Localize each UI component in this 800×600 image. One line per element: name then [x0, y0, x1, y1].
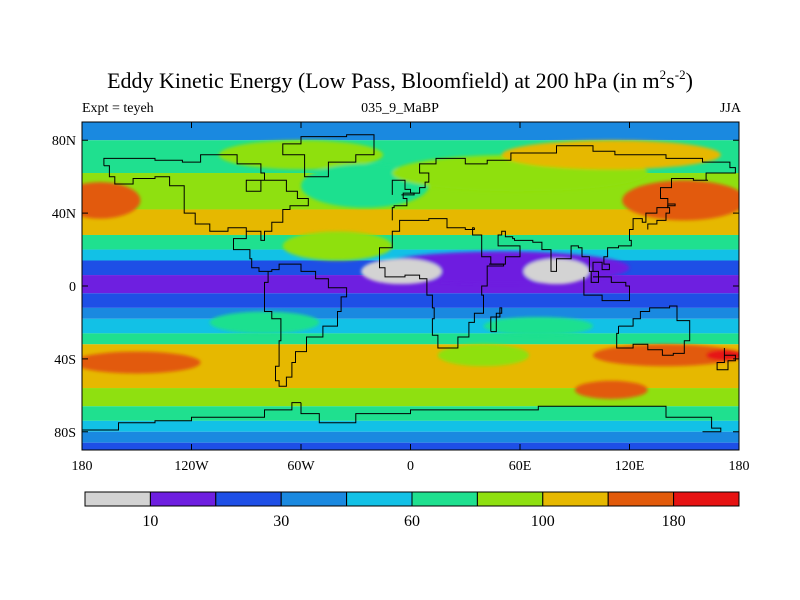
y-axis: 80N 40N 0 40S 80S — [52, 134, 739, 441]
x-tick-label-4: 60E — [509, 459, 532, 474]
eke-band-8 — [82, 293, 739, 308]
colorbar-label-4: 180 — [662, 513, 686, 530]
y-tick-label-3: 40S — [54, 353, 76, 368]
eke-blob-13 — [574, 380, 648, 399]
eke-blob-0 — [82, 182, 141, 219]
eke-blob-16 — [483, 316, 593, 336]
subtitle-center: 035_9_MaBP — [361, 101, 439, 116]
title-unit: s — [666, 68, 675, 93]
x-tick-label-3: 0 — [407, 459, 414, 474]
eke-blob-10 — [82, 351, 201, 374]
eke-blob-14 — [437, 344, 530, 367]
y-tick-label-1: 40N — [52, 207, 76, 222]
eke-band-0 — [82, 122, 739, 141]
colorbar-box-5 — [411, 491, 478, 507]
title-text: Eddy Kinetic Energy (Low Pass, Bloomfiel… — [107, 68, 660, 93]
coastline-12 — [716, 348, 736, 371]
colorbar-box-6 — [476, 491, 544, 507]
x-tick-label-0: 180 — [72, 459, 93, 474]
y-tick-label-4: 80S — [54, 426, 76, 441]
coastlines — [82, 134, 736, 433]
eke-blob-5 — [501, 140, 721, 170]
colorbar-box-3 — [280, 491, 348, 507]
eke-blob-1 — [622, 180, 739, 221]
subtitle-left: Expt = teyeh — [82, 101, 154, 116]
colorbar-box-4 — [346, 491, 413, 507]
title-close: ) — [685, 68, 693, 93]
title-exponent-1: 2 — [659, 67, 667, 82]
coastline-10 — [583, 276, 630, 302]
coastline-0 — [103, 154, 348, 387]
coastline-9 — [647, 203, 676, 230]
colorbar-label-2: 60 — [404, 513, 420, 530]
coastline-1 — [103, 165, 247, 232]
eke-blob-15 — [209, 311, 320, 334]
x-tick-label-2: 60W — [287, 459, 315, 474]
eke-band-16 — [82, 431, 739, 443]
colorbar: 10 30 60 100 180 — [84, 491, 740, 530]
x-axis: 180 120W 60W 0 60E 120E 180 — [72, 122, 750, 474]
colorbar-label-1: 30 — [273, 513, 289, 530]
colorbar-label-0: 10 — [142, 513, 158, 530]
eke-band-11 — [82, 333, 739, 345]
eke-band-10 — [82, 318, 739, 334]
coastline-11 — [490, 307, 503, 333]
eke-field — [82, 122, 739, 450]
subtitle-right: JJA — [719, 101, 741, 116]
title-exponent-2: -2 — [674, 67, 686, 82]
chart-title: Eddy Kinetic Energy (Low Pass, Bloomfiel… — [0, 67, 800, 97]
colorbar-label-3: 100 — [531, 513, 555, 530]
x-tick-label-5: 120E — [615, 459, 645, 474]
eke-band-15 — [82, 420, 739, 432]
coastline-6 — [300, 402, 722, 433]
coastline-7 — [82, 402, 301, 431]
eke-band-4 — [82, 234, 739, 250]
x-tick-label-6: 180 — [729, 459, 750, 474]
coastline-5 — [616, 305, 691, 356]
coastline-2 — [282, 134, 375, 178]
eke-blob-6 — [282, 231, 393, 261]
x-tick-label-1: 120W — [174, 459, 209, 474]
coastline-8 — [391, 179, 415, 196]
colorbar-box-2 — [215, 491, 282, 507]
y-tick-label-2: 0 — [69, 280, 76, 295]
colorbar-box-0 — [84, 491, 151, 507]
eke-band-13 — [82, 388, 739, 407]
coastline-4 — [379, 218, 505, 349]
colorbar-box-7 — [542, 491, 609, 507]
eke-blob-12 — [706, 349, 739, 361]
y-tick-label-0: 80N — [52, 134, 76, 149]
eke-band-9 — [82, 307, 739, 319]
colorbar-box-9 — [673, 491, 740, 507]
eke-band-5 — [82, 249, 739, 261]
colorbar-box-8 — [607, 491, 675, 507]
eke-blob-8 — [361, 258, 442, 285]
colorbar-box-1 — [149, 491, 217, 507]
eke-anomalies — [82, 140, 739, 399]
coastline-3 — [391, 145, 736, 283]
